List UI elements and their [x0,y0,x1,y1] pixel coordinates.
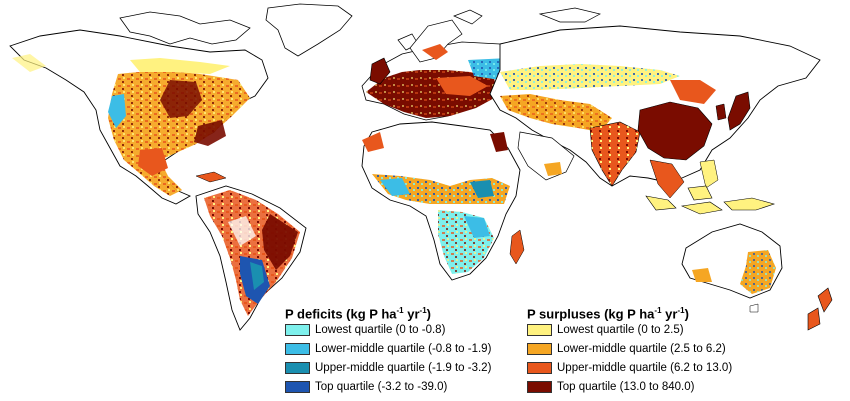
legend-deficits-item: Upper-middle quartile (-1.9 to -3.2) [285,358,525,377]
indonesia-islands [645,185,776,215]
new-zealand-outline [807,287,833,331]
legend-surpluses-title: P surpluses (kg P ha-1 yr-1) [527,306,689,322]
greenland-outline [265,3,353,57]
legend-deficits-item: Top quartile (-3.2 to -39.0) [285,378,525,397]
legend-label: Lowest quartile (0 to -0.8) [315,323,446,336]
legend-swatch [527,323,552,336]
legend-swatch [285,381,310,394]
legend-label: Upper-middle quartile (-1.9 to -3.2) [315,361,492,374]
legend-label: Lower-middle quartile (-0.8 to -1.9) [315,342,492,355]
legend-deficits-title: P deficits (kg P ha-1 yr-1) [285,306,432,322]
legend-surpluses-item: Upper-middle quartile (6.2 to 13.0) [527,358,827,377]
legend-label: Upper-middle quartile (6.2 to 13.0) [557,361,733,374]
legend-surpluses-item: Top quartile (13.0 to 840.0) [527,378,827,397]
arctic-islands-outline [119,11,251,45]
legend-label: Lower-middle quartile (2.5 to 6.2) [557,342,726,355]
legend-surpluses-item: Lowest quartile (0 to 2.5) [527,320,827,339]
china-agriculture [637,101,713,161]
legend-swatch [285,361,310,374]
legend-surpluses-item: Lower-middle quartile (2.5 to 6.2) [527,339,827,358]
legend-label: Lowest quartile (0 to 2.5) [557,323,684,336]
legend-swatch [527,381,552,394]
legend-swatch [285,323,310,336]
legend-label: Top quartile (-3.2 to -39.0) [315,381,448,394]
legend-swatch [527,361,552,374]
legend-swatch [285,342,310,355]
legend-deficits-item: Lower-middle quartile (-0.8 to -1.9) [285,339,525,358]
legend-label: Top quartile (13.0 to 840.0) [557,381,695,394]
legend-surpluses: P surpluses (kg P ha-1 yr-1) Lowest quar… [527,302,827,397]
legend-deficits: P deficits (kg P ha-1 yr-1) Lowest quart… [285,302,525,397]
legend-deficits-item: Lowest quartile (0 to -0.8) [285,320,525,339]
japan-outline [727,91,751,131]
legend-swatch [527,342,552,355]
